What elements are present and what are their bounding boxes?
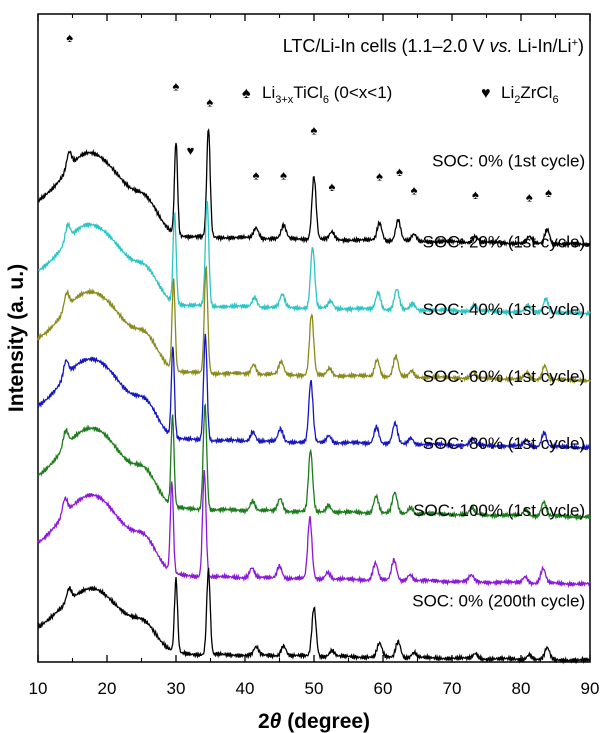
x-tick-label: 70	[443, 679, 462, 698]
series-label-7: SOC: 0% (200th cycle)	[412, 591, 585, 610]
legend-spade-icon: ♠	[242, 85, 251, 102]
legend-heart-label: Li2ZrCl6	[501, 83, 559, 106]
series-line-3	[37, 265, 591, 385]
x-tick-label: 30	[167, 679, 186, 698]
series-label-5: SOC: 80% (1st cycle)	[423, 434, 586, 453]
x-tick-label: 50	[305, 679, 324, 698]
spade-marker-icon: ♠	[328, 179, 335, 194]
spade-marker-icon: ♠	[545, 185, 552, 200]
x-axis-ticks: 10 20 30 40 50 60 70 80 90	[29, 14, 600, 698]
series-label-6: SOC: 100% (1st cycle)	[413, 501, 585, 520]
series-label-1: SOC: 0% (1st cycle)	[432, 152, 585, 171]
spade-marker-icon: ♠	[311, 122, 318, 137]
peak-markers: ♠ ♠ ♥ ♠ ♠ ♠ ♠ ♠ ♠ ♠ ♠ ♠ ♠ ♠	[66, 30, 552, 205]
series-line-4	[37, 333, 591, 451]
spade-marker-icon: ♠	[472, 187, 479, 202]
series-line-5	[37, 403, 591, 522]
spade-marker-icon: ♠	[280, 168, 287, 183]
series-layer	[37, 127, 591, 665]
series-label-3: SOC: 40% (1st cycle)	[423, 300, 586, 319]
heart-marker-icon: ♥	[187, 143, 195, 158]
x-tick-label: 40	[236, 679, 255, 698]
spade-marker-icon: ♠	[173, 78, 180, 93]
spade-marker-icon: ♠	[206, 95, 213, 110]
spade-marker-icon: ♠	[526, 189, 533, 204]
spade-marker-icon: ♠	[396, 164, 403, 179]
series-line-1	[38, 127, 591, 249]
legend-heart-icon: ♥	[481, 85, 491, 102]
x-axis-label: 2θ (degree)	[258, 710, 370, 733]
series-label-4: SOC: 60% (1st cycle)	[423, 367, 586, 386]
x-tick-label: 20	[98, 679, 117, 698]
spade-marker-icon: ♠	[376, 169, 383, 184]
legend-spade-label: Li3+xTiCl6 (0<x<1)	[262, 83, 392, 106]
spade-marker-icon: ♠	[66, 30, 73, 45]
chart-title: LTC/Li-In cells (1.1–2.0 V vs. Li-In/Li+…	[283, 36, 584, 56]
x-tick-label: 90	[581, 679, 600, 698]
series-line-2	[37, 200, 591, 317]
series-line-7	[37, 567, 591, 665]
series-label-2: SOC: 20% (1st cycle)	[423, 233, 586, 252]
series-labels: SOC: 0% (1st cycle) SOC: 20% (1st cycle) S…	[412, 152, 585, 611]
spade-marker-icon: ♠	[411, 183, 418, 198]
spade-marker-icon: ♠	[253, 168, 260, 183]
x-tick-label: 60	[374, 679, 393, 698]
legend: ♠ Li3+xTiCl6 (0<x<1) ♥ Li2ZrCl6	[242, 83, 559, 106]
series-line-6	[37, 470, 591, 589]
x-tick-label: 10	[29, 679, 48, 698]
y-axis-label: Intensity (a. u.)	[5, 264, 28, 412]
x-tick-label: 80	[512, 679, 531, 698]
